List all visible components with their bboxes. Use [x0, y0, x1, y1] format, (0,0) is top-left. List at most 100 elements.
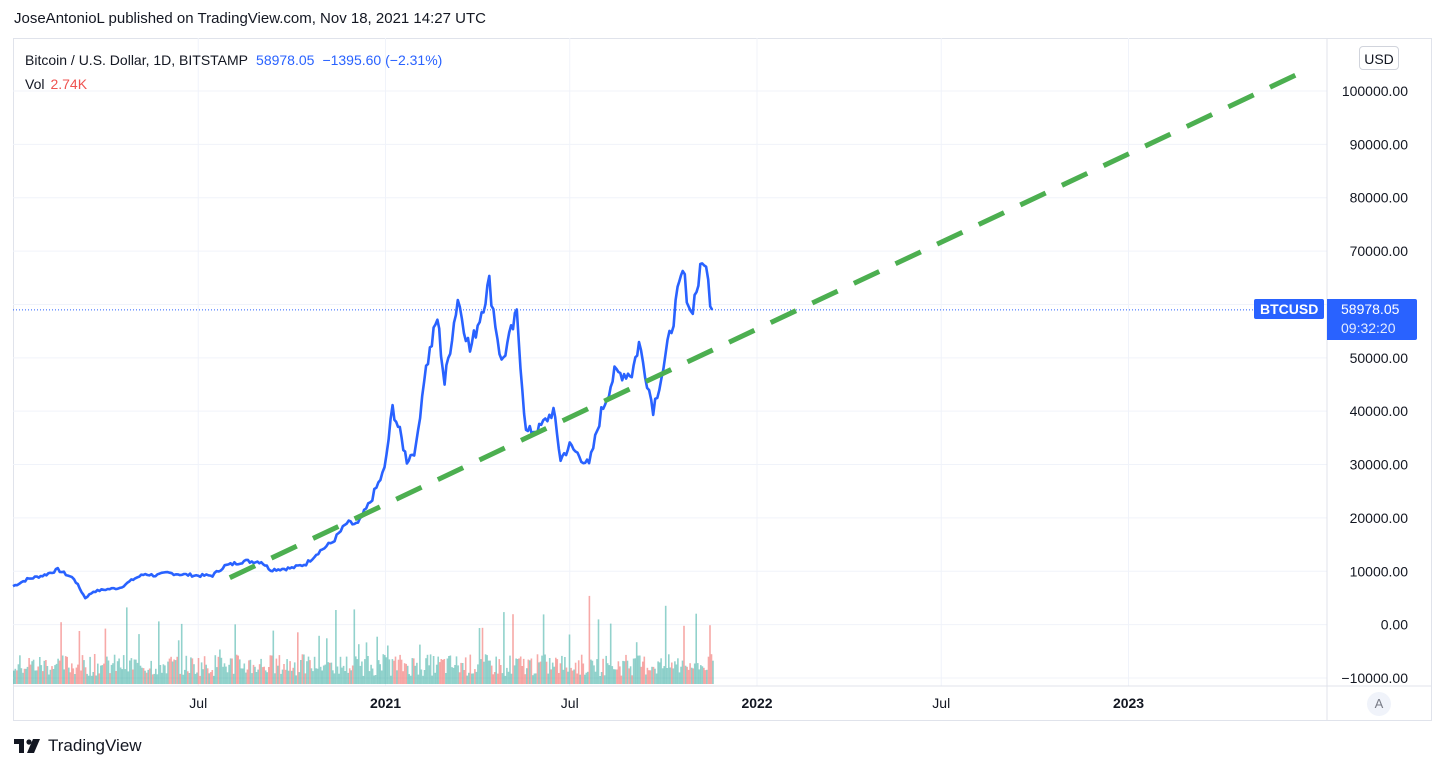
volume-bar	[658, 662, 661, 684]
volume-bar	[457, 665, 459, 684]
volume-bar	[692, 668, 694, 684]
volume-bar	[167, 661, 169, 684]
volume-bar	[608, 665, 610, 684]
volume-bar	[89, 656, 91, 684]
price-tick-label: 100000.00	[1342, 83, 1408, 99]
tradingview-footer[interactable]: TradingView	[14, 736, 142, 756]
volume-bar	[293, 662, 296, 684]
volume-bar	[559, 663, 562, 684]
volume-bar	[614, 669, 617, 684]
volume-bar	[184, 669, 186, 684]
volume-bar	[68, 667, 70, 684]
volume-bar	[118, 658, 120, 684]
volume-bar	[341, 667, 343, 684]
volume-bar	[402, 671, 404, 684]
volume-bar	[139, 665, 142, 684]
volume-bar	[585, 672, 588, 684]
volume-bar	[136, 662, 139, 684]
volume-bar	[584, 674, 586, 684]
volume-bar	[69, 672, 72, 684]
volume-bar	[553, 666, 556, 684]
volume-bar	[678, 672, 681, 684]
volume-bar	[295, 675, 297, 684]
volume-bar	[42, 671, 44, 684]
volume-bar	[28, 658, 30, 684]
volume-bar	[503, 612, 505, 684]
volume-bar	[541, 655, 543, 684]
volume-bar	[526, 668, 528, 684]
volume-bar	[289, 661, 291, 684]
volume-bar	[443, 659, 446, 684]
volume-bar	[432, 656, 435, 684]
legend-change: −1395.60 (−2.31%)	[322, 52, 443, 68]
currency-button[interactable]: USD	[1359, 46, 1399, 70]
volume-bar	[129, 660, 131, 684]
volume-bar	[654, 668, 656, 684]
volume-bar	[214, 655, 217, 684]
volume-bar	[127, 671, 130, 684]
volume-bar	[312, 671, 314, 684]
volume-bar	[698, 669, 701, 684]
volume-bar	[322, 665, 325, 684]
volume-bar	[297, 632, 299, 684]
volume-bar	[257, 669, 259, 684]
volume-bar	[660, 658, 662, 684]
grid	[13, 38, 1327, 686]
legend-symbol[interactable]: Bitcoin / U.S. Dollar, 1D, BITSTAMP	[25, 52, 249, 68]
volume-bar	[287, 670, 290, 684]
volume-bar	[101, 665, 104, 684]
volume-bar	[664, 605, 667, 684]
volume-bar	[122, 655, 125, 684]
symbol-price-tag: BTCUSD	[1254, 299, 1325, 319]
volume-bar	[428, 665, 430, 684]
volume-bar	[712, 660, 714, 684]
auto-scale-button[interactable]: A	[1367, 692, 1391, 716]
volume-bar	[445, 673, 447, 684]
volume-bar	[475, 671, 478, 684]
legend-volume-label[interactable]: Vol	[25, 76, 45, 92]
volume-bar	[226, 672, 229, 684]
volume-bar	[548, 658, 551, 684]
volume-bar	[426, 654, 429, 684]
volume-bar	[420, 669, 423, 684]
volume-bar	[422, 675, 424, 684]
volume-bar	[686, 666, 688, 684]
volume-bar	[60, 622, 62, 684]
volume-bar	[590, 659, 592, 684]
chart-frame[interactable]	[13, 38, 1432, 721]
volume-bar	[327, 662, 330, 684]
volume-bar	[564, 657, 566, 684]
volume-bar	[542, 614, 545, 684]
volume-bar	[176, 656, 178, 684]
volume-bar	[336, 666, 339, 684]
volume-bar	[406, 665, 409, 684]
volume-bar	[17, 664, 20, 684]
volume-bar	[416, 662, 418, 684]
volume-bar	[138, 634, 140, 684]
volume-bar	[86, 673, 88, 684]
volume-bar	[219, 649, 221, 684]
volume-bar	[567, 671, 569, 684]
volume-bar	[637, 655, 639, 684]
volume-bar	[576, 673, 578, 684]
volume-bar	[405, 663, 407, 684]
volume-bar	[493, 672, 496, 684]
volume-bar	[126, 607, 128, 684]
volume-bar	[237, 655, 239, 684]
volume-bar	[452, 667, 455, 684]
volume-bar	[579, 674, 581, 684]
volume-bar	[468, 672, 470, 684]
volume-bar	[622, 660, 624, 684]
volume-bar	[193, 664, 195, 684]
volume-bar	[148, 668, 151, 684]
volume-bar	[558, 673, 560, 684]
volume-bar	[371, 668, 374, 684]
volume-bar	[529, 660, 531, 684]
volume-bar	[613, 669, 615, 684]
volume-bar	[31, 661, 33, 684]
volume-bar	[319, 666, 322, 684]
volume-bar	[651, 666, 653, 684]
volume-bar	[92, 672, 94, 684]
volume-bar	[413, 658, 415, 684]
